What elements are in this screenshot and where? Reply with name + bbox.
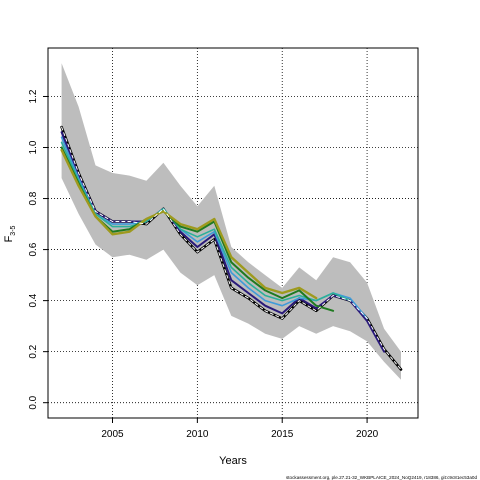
x-tick-label-2: 2015 (271, 429, 294, 440)
y-tick-label-6: 1.2 (28, 89, 39, 103)
y-tick-label-2: 0.4 (28, 293, 39, 307)
x-tick-label-1: 2010 (186, 429, 209, 440)
plot-frame (47, 47, 419, 419)
y-axis: 0.0 0.2 0.4 0.6 0.8 1.0 1.2 (28, 89, 48, 410)
series-line-1 (60, 131, 386, 353)
y-tick-label-0: 0.0 (28, 395, 39, 409)
x-tick-label-3: 2020 (356, 429, 379, 440)
x-axis: 2005 2010 2015 2020 (101, 418, 379, 440)
y-tick-label-5: 1.0 (28, 140, 39, 154)
y-tick-label-1: 0.2 (28, 344, 39, 358)
y-axis-title-main: F (3, 235, 15, 242)
x-tick-label-0: 2005 (101, 429, 124, 440)
y-axis-title-group: F3-5 (3, 225, 17, 242)
series-line-5 (60, 148, 318, 300)
x-axis-title: Years (219, 455, 247, 467)
series-lines (60, 125, 403, 371)
footer-credit: stockassessment.org, ple.27.21-32_WKBPLA… (286, 475, 477, 480)
series-line-6 (61, 126, 402, 370)
series-line-3 (60, 141, 351, 302)
y-axis-title: F3-5 (3, 225, 17, 242)
y-axis-title-subscript: 3-5 (10, 225, 17, 235)
y-tick-label-3: 0.6 (28, 242, 39, 256)
y-tick-label-4: 0.8 (28, 191, 39, 205)
